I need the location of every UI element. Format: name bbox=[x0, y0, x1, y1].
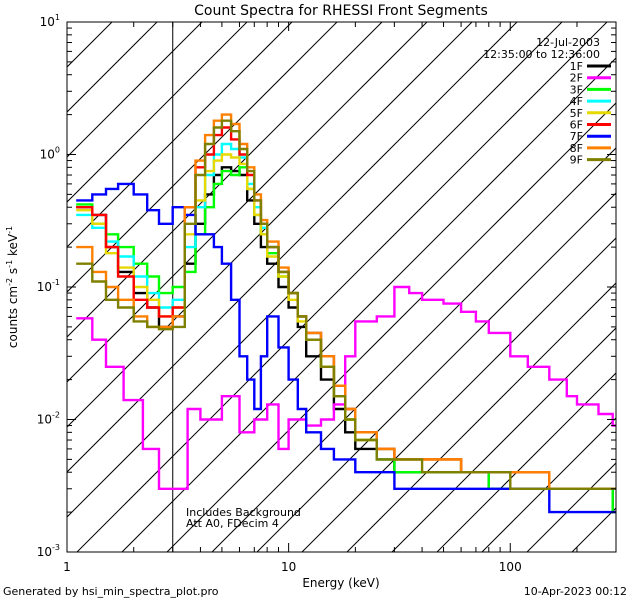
hatch-line bbox=[211, 147, 616, 552]
hatch-line bbox=[121, 57, 616, 552]
series-7f bbox=[76, 182, 616, 514]
y-tick-label: 10-1 bbox=[37, 278, 60, 294]
legend-date: 12-Jul-2003 bbox=[536, 36, 600, 49]
x-tick-label: 1 bbox=[63, 560, 71, 574]
hatch-line bbox=[76, 22, 608, 552]
hatch-line bbox=[67, 22, 383, 338]
legend-label: 3F bbox=[570, 83, 583, 96]
hatch-line bbox=[67, 22, 473, 428]
hatch-line bbox=[301, 237, 616, 552]
legend-label: 7F bbox=[570, 130, 583, 143]
hatch-line bbox=[256, 192, 616, 552]
footer-timestamp: 10-Apr-2023 00:12 bbox=[524, 585, 627, 598]
footer-generated-by: Generated by hsi_min_spectra_plot.pro bbox=[3, 585, 219, 598]
x-tick-labels: 1 10 100 bbox=[63, 560, 522, 574]
series-9f bbox=[76, 119, 616, 490]
hatch-line bbox=[67, 22, 293, 248]
legend-label: 1F bbox=[570, 60, 583, 73]
hatch-line bbox=[166, 102, 616, 552]
hatch-line bbox=[481, 417, 616, 552]
legend-label: 5F bbox=[570, 107, 583, 120]
series-4f bbox=[76, 142, 616, 490]
annotation-attenuator: Att A0, FDecim 4 bbox=[186, 517, 279, 530]
legend-time-range: 12:35:00 to 12:36:00 bbox=[483, 48, 600, 61]
legend-label: 9F bbox=[570, 154, 583, 167]
series-5f bbox=[76, 153, 616, 490]
hatch-line bbox=[67, 22, 563, 518]
annotation-background: Includes Background bbox=[186, 506, 301, 519]
hatch-line bbox=[391, 327, 616, 552]
series-group bbox=[76, 113, 616, 514]
legend-label: 4F bbox=[570, 95, 583, 108]
y-tick-label: 10-2 bbox=[37, 411, 60, 427]
y-tick-label: 101 bbox=[40, 13, 60, 29]
legend-label: 6F bbox=[570, 119, 583, 132]
hatch-line bbox=[67, 22, 248, 203]
hatch-line bbox=[617, 22, 640, 552]
axis-ticks bbox=[66, 21, 617, 553]
hatch-line bbox=[67, 22, 428, 383]
x-axis-label: Energy (keV) bbox=[302, 576, 379, 590]
y-tick-label: 10-3 bbox=[37, 543, 60, 559]
x-tick-label: 10 bbox=[281, 560, 296, 574]
chart-title: Count Spectra for RHESSI Front Segments bbox=[194, 3, 488, 19]
y-tick-labels: 101 100 10-1 10-2 10-3 bbox=[37, 13, 60, 559]
legend-label: 8F bbox=[570, 142, 583, 155]
series-6f bbox=[76, 126, 616, 490]
hatch-line bbox=[526, 462, 616, 552]
hatch-line bbox=[67, 22, 158, 113]
legend-label: 2F bbox=[570, 72, 583, 85]
legend: 12-Jul-2003 12:35:00 to 12:36:00 1F2F3F4… bbox=[483, 36, 611, 167]
y-tick-label: 100 bbox=[40, 146, 60, 162]
y-axis-label: counts cm-2 s-1 keV-1 bbox=[5, 226, 20, 348]
hatch-line bbox=[67, 22, 203, 158]
hatch-line bbox=[436, 372, 616, 552]
x-tick-label: 100 bbox=[499, 560, 522, 574]
hatch-line bbox=[67, 22, 518, 473]
